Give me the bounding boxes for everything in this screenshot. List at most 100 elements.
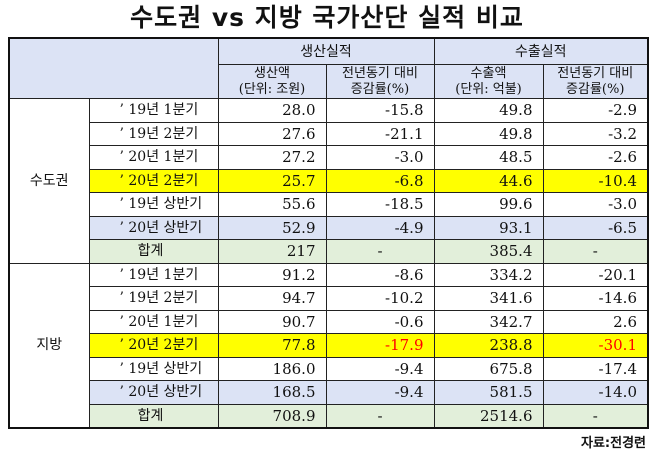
export-cell: 334.2 [433,262,544,287]
production-yoy-cell: - [325,239,435,264]
header-export-yoy: 전년동기 대비 증감률(%) [542,64,649,99]
header-label: 전년동기 대비 [557,65,634,81]
export-yoy-cell: -3.2 [542,121,649,146]
export-yoy-cell: -6.5 [542,215,649,240]
production-yoy-cell: -15.8 [325,98,435,123]
production-cell: 28.0 [217,98,327,123]
period-cell: ’ 20년 2분기 [88,333,219,358]
comparison-table: 생산실적 수출실적 생산액 (단위: 조원) 전년동기 대비 증감률(%) 수출액(… [8,37,649,429]
period-cell: ’ 19년 1분기 [88,98,219,123]
period-cell: ’ 19년 상반기 [88,356,219,381]
production-cell: 55.6 [217,192,327,217]
production-cell: 168.5 [217,380,327,405]
table-row: ’ 20년 상반기 168.5 -9.4 581.5 -14.0 [9,380,649,405]
export-yoy-cell: -2.6 [542,145,649,170]
period-cell: ’ 19년 1분기 [88,262,219,287]
export-yoy-cell-emphasis: -30.1 [542,333,649,358]
period-cell: ’ 19년 2분기 [88,121,219,146]
header-label: 수출액 [470,65,507,81]
table-row: ’ 19년 상반기 55.6 -18.5 99.6 -3.0 [9,192,649,217]
export-yoy-cell: -2.9 [542,98,649,123]
production-cell: 186.0 [217,356,327,381]
production-yoy-cell: -0.6 [325,309,435,334]
header-label: 생산액 [254,65,290,81]
production-cell: 94.7 [217,286,327,311]
header-unit: 증감률(%) [350,81,410,97]
production-cell: 52.9 [217,215,327,240]
period-cell: ’ 20년 상반기 [88,215,219,240]
export-yoy-cell: - [542,403,649,429]
production-yoy-cell: -9.4 [325,356,435,381]
export-cell: 99.6 [433,192,544,217]
source-note: 자료:전경련 [581,436,646,451]
export-cell: 675.8 [433,356,544,381]
period-cell: ’ 20년 1분기 [88,309,219,334]
table-row-highlighted: ’ 20년 2분기 25.7 -6.8 44.6 -10.4 [9,168,649,193]
header-label: 전년동기 대비 [342,65,418,81]
header-export-group: 수출실적 [433,37,649,65]
header-production-group: 생산실적 [217,37,435,65]
production-cell: 77.8 [217,333,327,358]
period-cell: ’ 20년 1분기 [88,145,219,170]
header-unit: 증감률(%) [566,81,625,97]
region-label: 지방 [8,262,90,429]
production-cell: 91.2 [217,262,327,287]
header-export-amount: 수출액 (단위: 억불) [433,64,544,99]
export-cell: 93.1 [433,215,544,240]
header-corner [8,37,219,99]
export-cell: 49.8 [433,121,544,146]
table-row-total: 합계 217 - 385.4 - [9,239,649,264]
table-row: 수도권 ’ 19년 1분기 28.0 -15.8 49.8 -2.9 [8,98,649,264]
header-unit: (단위: 억불) [455,81,522,97]
export-cell: 48.5 [433,145,544,170]
production-yoy-cell: -6.8 [325,168,435,193]
production-cell: 27.6 [217,121,327,146]
production-yoy-cell: -18.5 [325,192,435,217]
export-yoy-cell: 2.6 [542,309,649,334]
production-cell: 708.9 [217,403,327,429]
table-row: 지방 ’ 19년 1분기 91.2 -8.6 334.2 -20.1 [8,262,649,429]
production-yoy-cell: - [325,403,435,429]
period-cell: ’ 19년 상반기 [88,192,219,217]
export-cell: 238.8 [433,333,544,358]
production-cell: 27.2 [217,145,327,170]
export-yoy-cell: -14.6 [542,286,649,311]
production-yoy-cell: -4.9 [325,215,435,240]
page-title: 수도권 vs 지방 국가산단 실적 비교 [130,3,524,32]
region-label: 수도권 [8,98,90,264]
export-yoy-cell: -20.1 [542,262,649,287]
production-yoy-cell: -21.1 [325,121,435,146]
table-row: ’ 19년 상반기 186.0 -9.4 675.8 -17.4 [9,356,649,381]
period-cell: ’ 20년 2분기 [88,168,219,193]
export-cell: 49.8 [433,98,544,123]
table-row: ’ 20년 1분기 90.7 -0.6 342.7 2.6 [9,309,649,334]
period-cell: ’ 19년 2분기 [88,286,219,311]
production-cell: 25.7 [217,168,327,193]
table-row: ’ 20년 상반기 52.9 -4.9 93.1 -6.5 [9,215,649,240]
period-cell: ’ 20년 상반기 [88,380,219,405]
production-yoy-cell: -8.6 [325,262,435,287]
table-row: ’ 19년 2분기 94.7 -10.2 341.6 -14.6 [9,286,649,311]
table-row: ’ 20년 1분기 27.2 -3.0 48.5 -2.6 [9,145,649,170]
header-production-amount: 생산액 (단위: 조원) [217,64,327,99]
table-row-highlighted: ’ 20년 2분기 77.8 -17.9 238.8 -30.1 [9,333,649,358]
production-yoy-cell: -3.0 [325,145,435,170]
export-yoy-cell: -14.0 [542,380,649,405]
export-yoy-cell: -17.4 [542,356,649,381]
total-label: 합계 [88,403,219,429]
total-label: 합계 [88,239,219,264]
export-yoy-cell: -10.4 [542,168,649,193]
export-yoy-cell: - [542,239,649,264]
export-cell: 342.7 [433,309,544,334]
production-yoy-cell: -10.2 [325,286,435,311]
export-yoy-cell: -3.0 [542,192,649,217]
production-yoy-cell: -9.4 [325,380,435,405]
production-cell: 217 [217,239,327,264]
production-yoy-cell-emphasis: -17.9 [325,333,435,358]
export-cell: 581.5 [433,380,544,405]
export-cell: 44.6 [433,168,544,193]
header-unit: (단위: 조원) [238,81,306,97]
export-cell: 385.4 [433,239,544,264]
export-cell: 341.6 [433,286,544,311]
table-row: ’ 19년 2분기 27.6 -21.1 49.8 -3.2 [9,121,649,146]
